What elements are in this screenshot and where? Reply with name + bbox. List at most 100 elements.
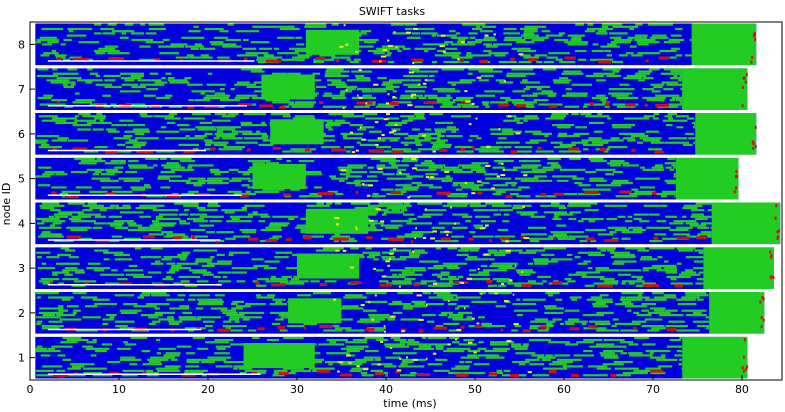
task-bar-green [603, 280, 619, 283]
task-bar-green [296, 224, 320, 227]
task-bar-green [94, 23, 102, 26]
task-bar-red [204, 105, 219, 109]
task-bar-red [510, 57, 516, 61]
task-bar-green [332, 30, 351, 33]
task-bar-green [279, 79, 293, 82]
task-bar-green [483, 43, 493, 46]
idle-line [47, 105, 247, 107]
task-bar-green [123, 135, 133, 138]
task-bar-green [520, 179, 540, 182]
task-bar-green [42, 314, 55, 317]
task-bar-green [567, 204, 591, 207]
task-bar-green [552, 124, 575, 127]
task-bar-green [567, 43, 588, 46]
task-bar-green [390, 23, 405, 26]
task-bar-green [354, 184, 362, 187]
task-bar-green [213, 36, 228, 39]
task-bar-green [100, 173, 115, 176]
task-bar-red [460, 148, 465, 152]
task-bar-green [402, 271, 407, 274]
task-bar-red-tail [770, 254, 773, 258]
task-bar-green [578, 220, 584, 223]
task-bar-yellow [523, 174, 528, 177]
task-bar-green [357, 320, 381, 323]
task-bar-green [174, 202, 199, 205]
task-bar-yellow [506, 340, 512, 343]
task-bar-green [163, 354, 180, 357]
task-bar-yellow [521, 270, 524, 273]
task-bar-red [142, 235, 155, 239]
task-bar-green [139, 45, 151, 48]
task-bar-green [179, 220, 187, 223]
task-bar-green [637, 294, 643, 297]
task-bar-green [422, 43, 449, 46]
task-bar-green [398, 365, 425, 368]
task-bar-green [331, 177, 348, 180]
task-bar-green [178, 316, 197, 319]
task-bar-green [491, 204, 512, 207]
task-bar-green [547, 294, 554, 297]
task-bar-green [700, 222, 712, 225]
task-bar-green [156, 338, 161, 342]
task-bar-green [449, 280, 454, 283]
task-bar-green [215, 365, 233, 368]
task-bar-green [215, 345, 231, 348]
task-bar-green [102, 32, 116, 35]
task-bar-green [492, 166, 505, 169]
task-bar-green [660, 72, 683, 75]
task-bar-green [442, 103, 453, 106]
task-bar-green [666, 124, 673, 127]
task-bar-green [341, 32, 367, 35]
task-bar-green [312, 72, 321, 75]
task-bar-green [257, 278, 269, 281]
task-bar-green [48, 320, 63, 323]
idle-line [47, 60, 255, 62]
task-bar-green [625, 296, 650, 299]
task-bar-green [452, 184, 459, 187]
task-bar-yellow [342, 249, 347, 252]
task-bar-green [555, 298, 563, 301]
task-bar-red [625, 103, 636, 107]
task-bar-green [115, 325, 128, 328]
task-bar-green [324, 280, 337, 283]
task-bar-green [576, 341, 594, 344]
task-bar-yellow [476, 180, 482, 183]
task-bar-green [455, 307, 460, 310]
task-bar-green [123, 269, 144, 272]
task-bar-green [596, 247, 617, 250]
task-bar-green [437, 90, 461, 93]
task-bar-green [186, 358, 202, 361]
task-bar-green [452, 226, 468, 229]
task-bar-green [325, 124, 341, 127]
task-bar-green [219, 88, 225, 91]
task-bar-green [110, 103, 117, 106]
task-bar-green [288, 217, 295, 221]
task-bar-green [183, 209, 190, 212]
task-bar-green [354, 74, 365, 78]
task-bar-green [651, 90, 661, 93]
task-bar-green [82, 316, 101, 319]
task-bar-green [181, 192, 206, 196]
task-bar-red [564, 56, 576, 60]
task-bar-green [494, 235, 515, 238]
task-bar-red [610, 373, 617, 377]
task-bar-green [240, 68, 263, 71]
task-bar-green [94, 249, 109, 252]
task-bar-green [648, 213, 660, 216]
task-bar-yellow [380, 55, 387, 58]
task-bar-green [128, 264, 138, 268]
task-bar-green [693, 141, 696, 144]
task-bar-green [310, 360, 323, 364]
task-bar-green [266, 338, 280, 342]
task-bar-green [599, 278, 615, 281]
task-bar-green [41, 262, 47, 265]
task-bar-green [392, 280, 412, 283]
task-bar-red [64, 195, 79, 199]
task-bar-green [471, 162, 489, 165]
task-bar-green [89, 206, 115, 210]
task-bar-green [655, 192, 676, 196]
task-bar-green [92, 173, 100, 176]
task-bar-green [119, 90, 141, 93]
task-bar-green [370, 224, 376, 227]
task-bar-green [411, 300, 426, 303]
